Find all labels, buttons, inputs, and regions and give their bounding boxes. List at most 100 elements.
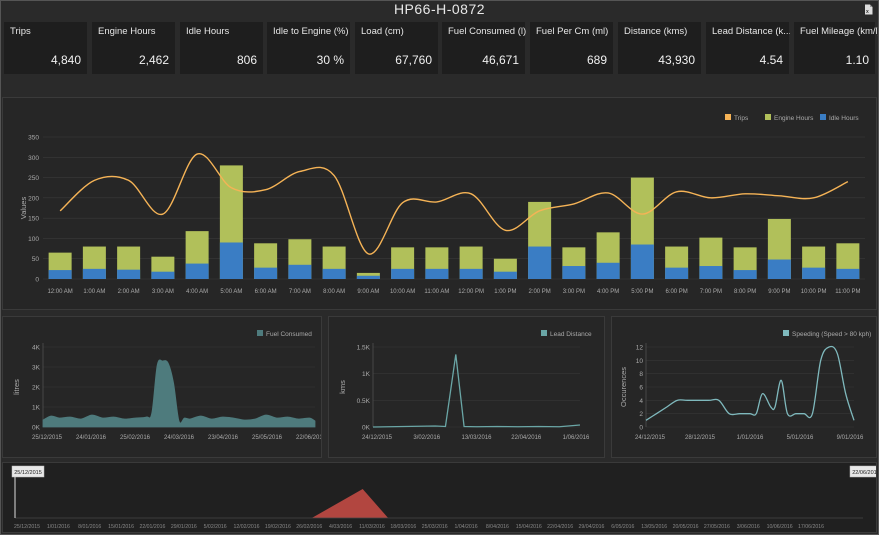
kpi-tile[interactable]: Lead Distance (k... 4.54	[706, 22, 790, 74]
kpi-value: 1.10	[845, 53, 869, 67]
kpi-tile[interactable]: Load (cm) 67,760	[355, 22, 438, 74]
x-tick-label: 8/04/2016	[486, 524, 509, 530]
x-tick-label: 23/04/2016	[208, 435, 239, 441]
series-line	[372, 354, 581, 428]
x-tick-label: 4/03/2016	[329, 524, 352, 530]
y-tick-label: 350	[28, 135, 39, 142]
page-title: HP66-H-0872	[393, 1, 486, 17]
bar-idle-hours	[425, 268, 449, 279]
x-tick-label: 25/02/2016	[120, 435, 151, 441]
y-tick-label: 4K	[32, 345, 41, 352]
legend-swatch	[541, 330, 547, 336]
x-tick-label: 1/06/2016	[563, 435, 590, 441]
x-tick-label: 10/06/2016	[767, 524, 793, 530]
y-tick-label: 10	[636, 358, 644, 365]
kpi-tile[interactable]: Fuel Mileage (km/l) 1.10	[794, 22, 878, 74]
range-start-handle[interactable]: 25/12/2015	[11, 465, 45, 518]
y-tick-label: 250	[28, 175, 39, 182]
x-tick-label: 20/05/2016	[673, 524, 699, 530]
legend-swatch	[765, 114, 771, 120]
y-axis-label: Occurences	[619, 367, 628, 407]
x-tick-label: 25/03/2016	[422, 524, 448, 530]
legend-label: Engine Hours	[774, 115, 814, 122]
bar-idle-hours	[699, 266, 723, 279]
range-navigator-panel[interactable]: 25/12/2015 1/01/2016 8/01/2016 15/01/2016 22…	[2, 462, 879, 533]
x-tick-label: 10:00 PM	[801, 289, 827, 295]
kpi-value: 46,671	[482, 53, 519, 67]
y-tick-label: 100	[28, 236, 39, 243]
kpi-value: 689	[586, 53, 607, 67]
kpi-tile[interactable]: Idle to Engine (%) 30 %	[267, 22, 350, 74]
series-line	[645, 345, 855, 421]
x-tick-label: 25/05/2016	[252, 435, 283, 441]
kpi-value: 43,930	[658, 53, 695, 67]
x-tick-label: 29/01/2016	[171, 524, 197, 530]
x-tick-label: 1:00 PM	[494, 289, 516, 295]
x-tick-label: 24/03/2016	[164, 435, 195, 441]
bar-idle-hours	[322, 268, 346, 279]
range-label-box	[849, 465, 879, 478]
x-tick-label: 12:00 AM	[47, 289, 72, 295]
x-tick-label: 6:00 AM	[255, 289, 277, 295]
y-tick-label: 3K	[32, 365, 41, 372]
y-tick-label: 1K	[32, 405, 41, 412]
x-tick-label: 4:00 AM	[186, 289, 208, 295]
x-tick-label: 13/03/2016	[461, 435, 492, 441]
svg-text:x: x	[866, 9, 869, 15]
x-tick-label: 8:00 AM	[323, 289, 345, 295]
range-label-box	[11, 465, 45, 478]
hourly-chart: 0 50 100 150 200 250 300 350 Values 12:00 AM 1:00 …	[19, 114, 865, 295]
x-tick-label: 24/12/2015	[362, 435, 393, 441]
y-tick-label: 200	[28, 195, 39, 202]
legend-label: Lead Distance	[550, 331, 592, 338]
kpi-tile[interactable]: Fuel Consumed (l) 46,671	[442, 22, 526, 74]
y-tick-label: 0.5K	[357, 398, 371, 405]
x-tick-label: 13/05/2016	[641, 524, 667, 530]
export-file-icon[interactable]: x	[864, 4, 873, 15]
x-tick-label: 24/01/2016	[76, 435, 107, 441]
lead-distance-chart: 0K 0.5K 1K 1.5K kms 24/12/2015 3/02/2016 13/03/…	[338, 330, 592, 441]
y-tick-label: 6	[639, 385, 643, 392]
bar-idle-hours	[219, 242, 243, 279]
x-tick-label: 11:00 PM	[835, 289, 860, 295]
fuel-consumed-chart: 0K 1K 2K 3K 4K litres 25/12/2015 24/01/2016 25/0…	[12, 330, 327, 441]
y-tick-label: 50	[32, 256, 40, 263]
x-tick-label: 6/05/2016	[611, 524, 634, 530]
kpi-tile[interactable]: Engine Hours 2,462	[92, 22, 175, 74]
y-tick-label: 1.5K	[357, 345, 371, 352]
kpi-label: Trips	[10, 26, 31, 37]
bar-idle-hours	[356, 275, 380, 279]
x-tick-label: 3:00 AM	[152, 289, 174, 295]
x-tick-label: 26/02/2016	[296, 524, 322, 530]
bar-idle-hours	[117, 269, 141, 279]
bar-idle-hours	[596, 262, 620, 279]
x-tick-label: 24/12/2015	[635, 435, 666, 441]
x-tick-label: 3:00 PM	[563, 289, 585, 295]
trips-line	[59, 153, 849, 255]
bar-idle-hours	[733, 270, 757, 279]
y-tick-label: 8	[639, 371, 643, 378]
kpi-label: Idle to Engine (%)	[273, 26, 349, 37]
legend-label: Fuel Consumed	[266, 331, 312, 338]
kpi-label: Fuel Mileage (km/l)	[800, 26, 878, 37]
x-tick-label: 3/02/2016	[413, 435, 440, 441]
bar-idle-hours	[767, 259, 791, 279]
range-end-handle[interactable]: 22/06/2016	[849, 465, 879, 518]
kpi-tile[interactable]: Distance (kms) 43,930	[618, 22, 701, 74]
x-tick-label: 2:00 PM	[528, 289, 550, 295]
x-tick-label: 3/06/2016	[737, 524, 760, 530]
x-tick-label: 28/12/2015	[685, 435, 716, 441]
bar-idle-hours	[528, 246, 552, 279]
x-tick-label: 29/04/2016	[578, 524, 604, 530]
bar-idle-hours	[459, 268, 483, 279]
x-tick-label: 9:00 AM	[357, 289, 379, 295]
x-tick-label: 12/02/2016	[234, 524, 260, 530]
kpi-tile[interactable]: Fuel Per Cm (ml) 689	[530, 22, 613, 74]
kpi-tile[interactable]: Trips 4,840	[4, 22, 87, 74]
range-navigator[interactable]: 25/12/2015 1/01/2016 8/01/2016 15/01/2016 22…	[3, 463, 879, 532]
x-tick-label: 6:00 PM	[665, 289, 687, 295]
x-tick-label: 1:00 AM	[83, 289, 105, 295]
x-tick-label: 7:00 AM	[289, 289, 311, 295]
legend-swatch	[257, 330, 263, 336]
kpi-tile[interactable]: Idle Hours 806	[180, 22, 263, 74]
